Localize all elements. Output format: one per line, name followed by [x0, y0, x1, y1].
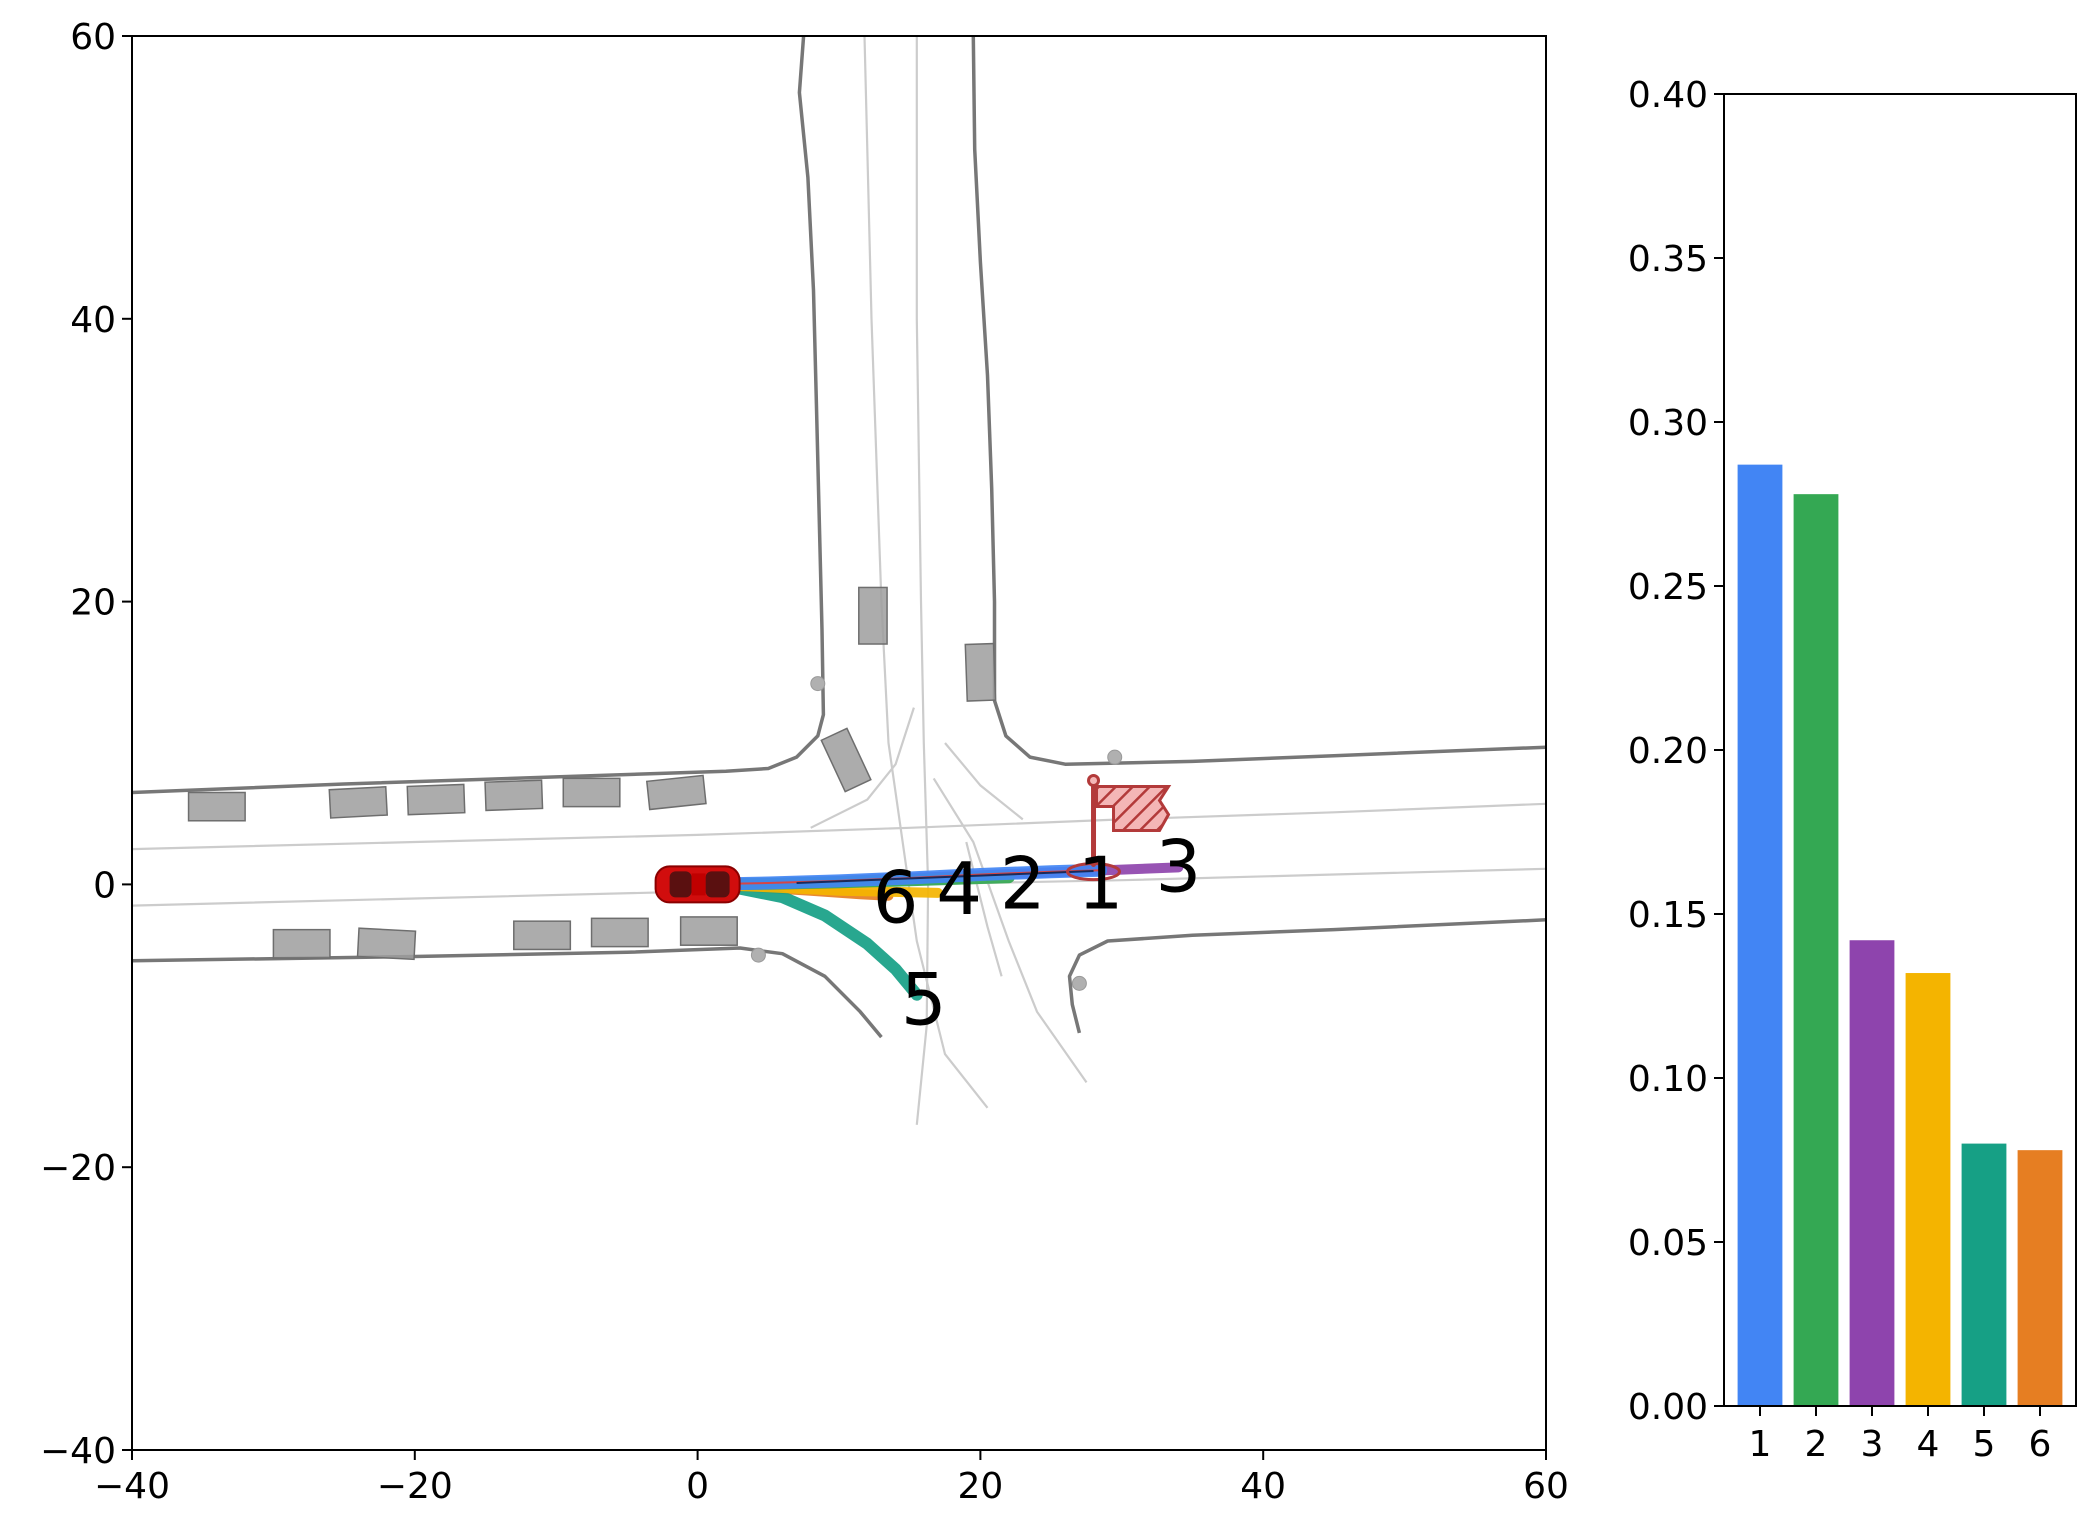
mode-label-3: 3 [1155, 824, 1201, 908]
road-edge [1067, 918, 1546, 1034]
mode-label-6: 6 [873, 856, 919, 940]
surrounding-vehicles [187, 586, 997, 961]
y-tick-label: 40 [70, 300, 116, 341]
road-edge [132, 36, 826, 795]
car-rear-window [669, 871, 692, 898]
y-tick-label: 60 [70, 17, 116, 58]
bar-y-tick-label: 0.25 [1628, 567, 1708, 608]
goal-flag-icon [1066, 773, 1172, 882]
probability-bar-5 [1961, 1143, 2007, 1406]
vehicle-box [328, 785, 389, 819]
vehicle-box [645, 774, 707, 811]
probability-bar-3 [1849, 940, 1895, 1406]
bar-y-tick-label: 0.40 [1628, 75, 1708, 116]
pedestrian-dot [810, 676, 826, 692]
pedestrians [750, 676, 1123, 991]
lane-line [810, 707, 915, 829]
x-tick-label: 60 [1523, 1466, 1569, 1507]
ego-car-icon [654, 865, 741, 904]
flag-pole-top [1087, 773, 1101, 787]
y-tick-label: −20 [40, 1148, 116, 1189]
mode-label-2: 2 [1000, 841, 1046, 925]
mode-label-1: 1 [1078, 841, 1124, 925]
probability-bar-2 [1793, 494, 1839, 1406]
flag-cloth [1095, 784, 1172, 832]
map-y-axis: −40 −20 0 20 40 60 [40, 17, 132, 1472]
vehicle-box [679, 916, 738, 946]
mode-label-5: 5 [901, 957, 947, 1041]
bar-x-tick-label: 2 [1805, 1424, 1828, 1465]
bar-y-tick-label: 0.10 [1628, 1059, 1708, 1100]
pedestrian-dot [1071, 975, 1087, 991]
x-tick-label: −20 [377, 1466, 453, 1507]
lane-line [932, 777, 1088, 1084]
vehicle-box [964, 642, 997, 702]
bar-x-tick-label: 3 [1861, 1424, 1884, 1465]
road-edge [971, 36, 1546, 766]
car-roof [691, 873, 706, 896]
bar-y-tick-label: 0.15 [1628, 895, 1708, 936]
pedestrian-dot [1107, 749, 1123, 765]
bar-y-axis: 0.00 0.05 0.10 0.15 0.20 0.25 0.30 0.35 0.40 [1628, 75, 1724, 1428]
vehicle-box [513, 920, 572, 951]
bar-y-tick-label: 0.30 [1628, 403, 1708, 444]
probability-bar-1 [1737, 464, 1783, 1406]
probability-bar-6 [2017, 1150, 2063, 1406]
bar-x-tick-label: 5 [1973, 1424, 1996, 1465]
lane-centerlines [132, 36, 1546, 1125]
x-tick-label: 20 [957, 1466, 1003, 1507]
vehicle-box [272, 928, 331, 959]
map-x-axis: −40 −20 0 20 40 60 [94, 1450, 1569, 1507]
x-tick-label: −40 [94, 1466, 170, 1507]
bar-y-tick-label: 0.20 [1628, 731, 1708, 772]
bar-x-tick-label: 1 [1749, 1424, 1772, 1465]
vehicle-box [406, 783, 466, 816]
lane-line [132, 802, 1546, 851]
x-tick-label: 0 [686, 1466, 709, 1507]
trajectory-mode-labels: 12 3 4 5 6 [873, 824, 1202, 1041]
probability-bars [1737, 464, 2063, 1406]
scene-map-content: 12 3 4 5 6 [132, 36, 1546, 1125]
vehicle-box [187, 791, 246, 822]
vehicle-box [820, 727, 872, 793]
ego-heading-line [796, 869, 1094, 884]
y-tick-label: 0 [93, 865, 116, 906]
flag-base [1066, 862, 1122, 882]
probability-bar-4 [1905, 973, 1951, 1406]
bar-y-tick-label: 0.00 [1628, 1387, 1708, 1428]
x-tick-label: 40 [1240, 1466, 1286, 1507]
vehicle-box [858, 586, 888, 645]
bar-y-tick-label: 0.35 [1628, 239, 1708, 280]
lane-line [944, 742, 1024, 821]
lane-line [915, 36, 930, 1125]
pedestrian-dot [750, 947, 766, 963]
bar-x-tick-label: 4 [1917, 1424, 1940, 1465]
car-windshield [705, 871, 730, 898]
bar-x-tick-label: 6 [2029, 1424, 2052, 1465]
bar-y-tick-label: 0.05 [1628, 1223, 1708, 1264]
vehicle-box [484, 779, 544, 812]
lane-line [863, 36, 989, 1109]
scene-map-panel: 12 3 4 5 6 −40 −20 0 20 40 60 −40 −20 0 20 40 60 [40, 17, 1569, 1507]
map-axes-frame [131, 35, 1547, 1451]
vehicle-box [356, 927, 417, 961]
mode-label-4: 4 [936, 847, 982, 931]
y-tick-label: −40 [40, 1431, 116, 1472]
y-tick-label: 20 [70, 583, 116, 624]
vehicle-box [590, 917, 649, 948]
road-edge [132, 946, 883, 1039]
vehicle-box [562, 777, 621, 808]
